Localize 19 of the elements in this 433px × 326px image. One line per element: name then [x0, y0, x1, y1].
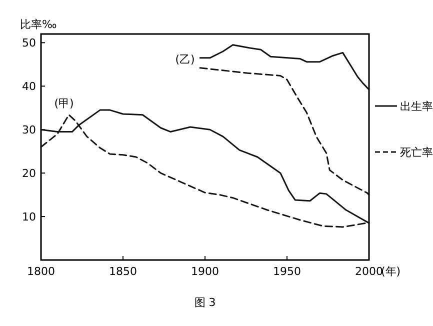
- y-axis-title: 比率‰: [20, 18, 57, 31]
- y-tick-label: 50: [22, 36, 36, 50]
- x-tick-label: 1800: [27, 265, 55, 278]
- caption: 图 3: [194, 296, 216, 309]
- x-axis-title: (年): [381, 265, 401, 278]
- annotation: (甲): [54, 97, 74, 110]
- x-tick-label: 1950: [273, 265, 301, 278]
- legend-label: 出生率: [400, 100, 433, 113]
- y-tick-label: 30: [22, 124, 36, 137]
- y-tick-label: 10: [22, 210, 36, 224]
- x-tick-label: 1900: [191, 265, 219, 278]
- line-series: [199, 44, 370, 90]
- annotation: (乙): [175, 53, 195, 66]
- x-tick-label: 2000: [355, 265, 383, 278]
- y-tick-label: 40: [22, 80, 36, 94]
- x-tick-label: 1850: [109, 265, 137, 278]
- y-tick-label: 20: [22, 167, 36, 180]
- legend-label: 死亡率: [400, 146, 433, 159]
- line-series: [199, 67, 370, 196]
